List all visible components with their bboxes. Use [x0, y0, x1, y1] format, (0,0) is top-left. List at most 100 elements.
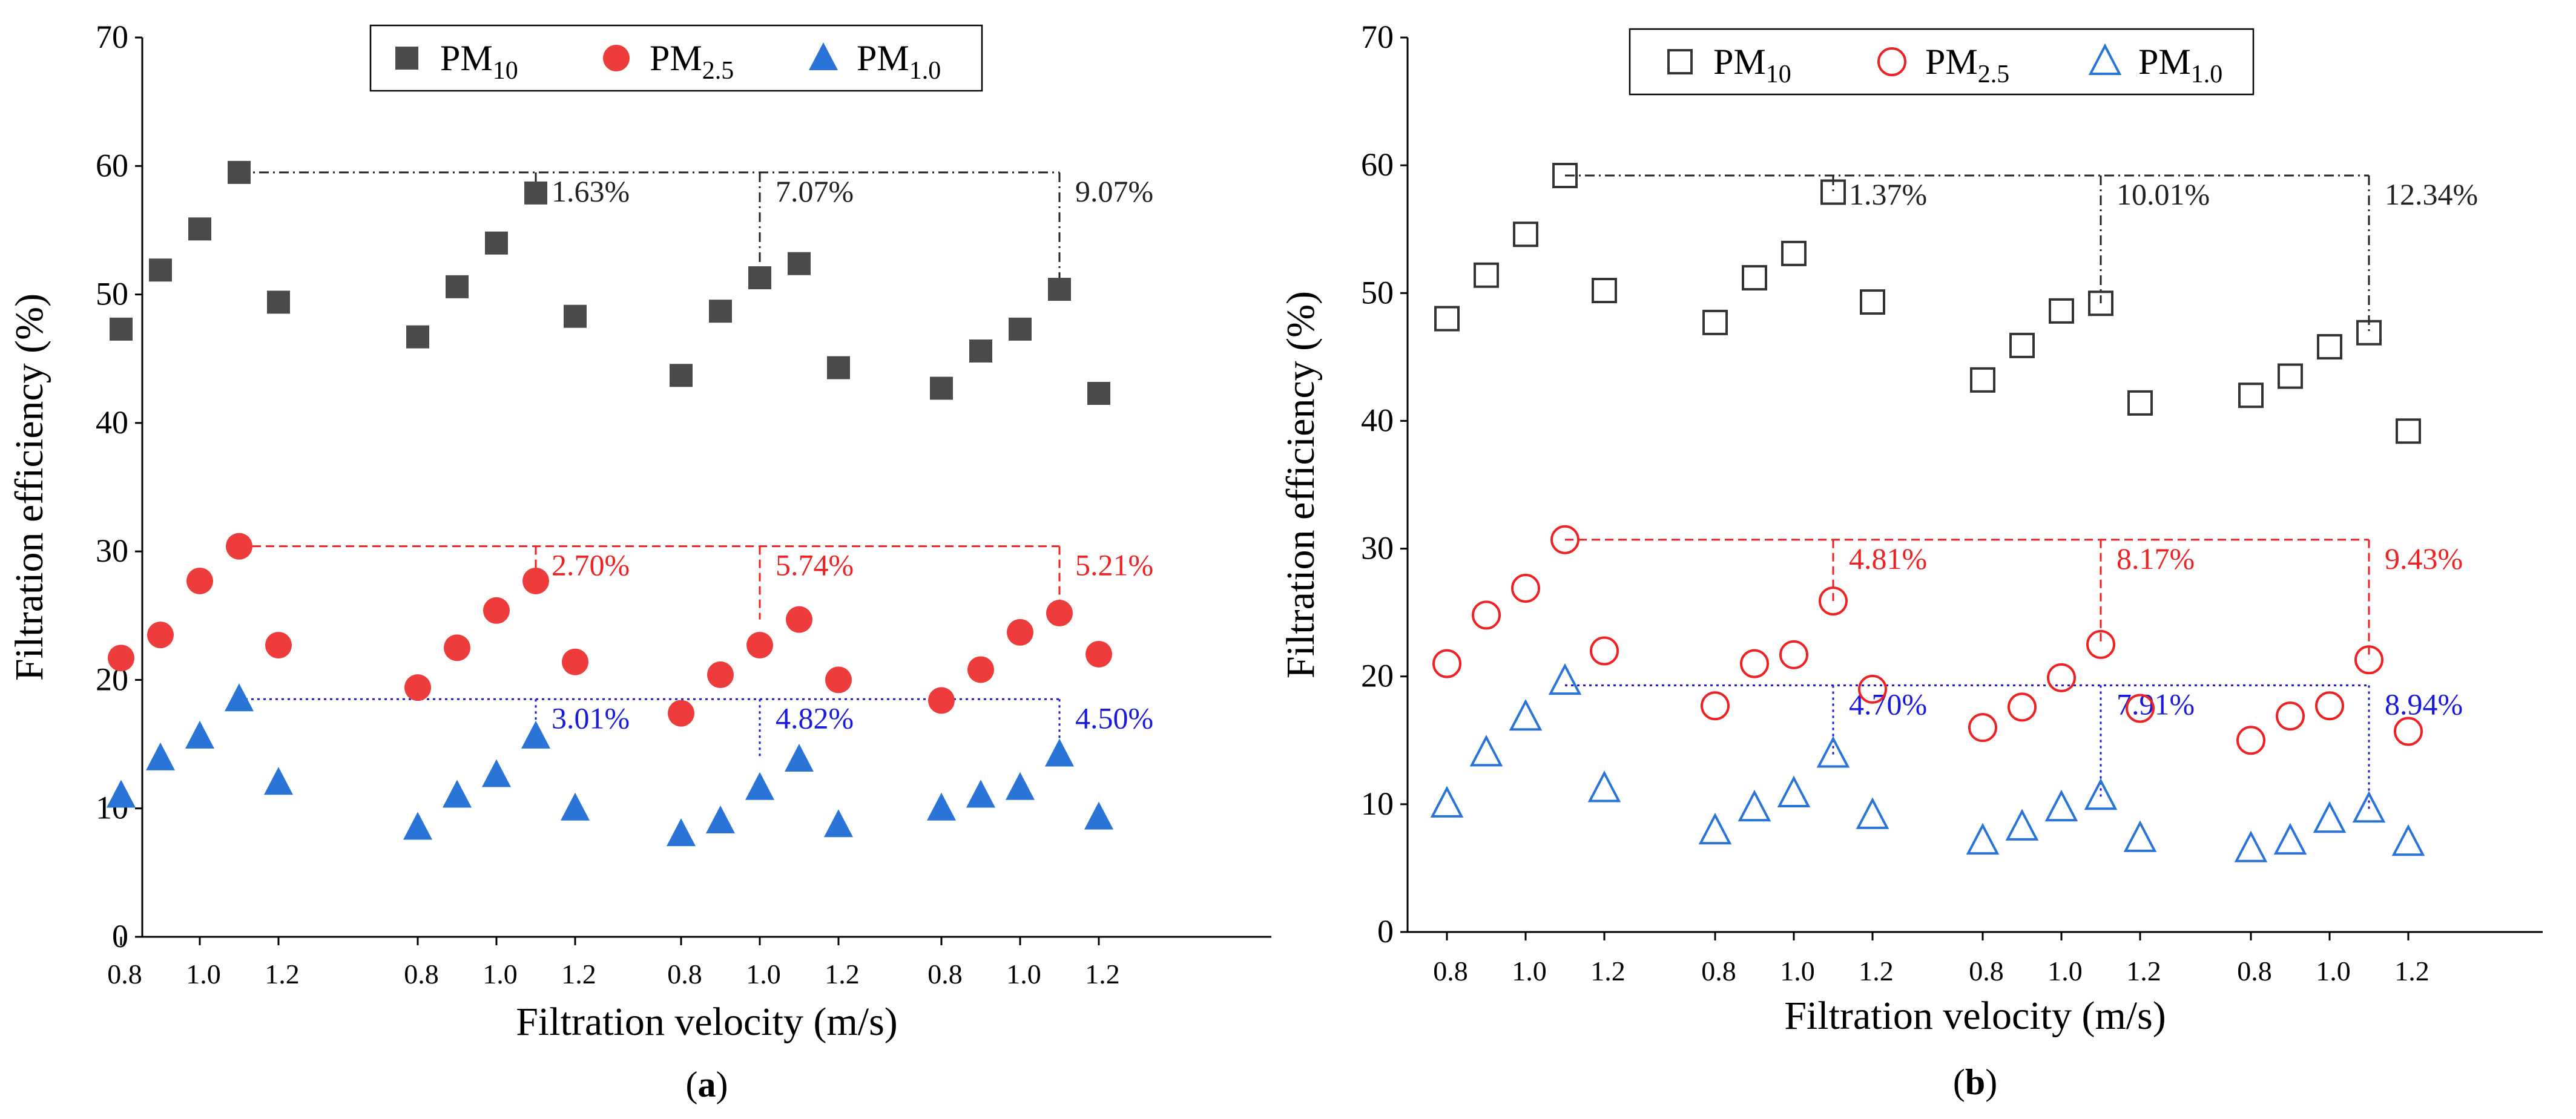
x-tick-label: 1.2	[265, 959, 300, 989]
y-axis-title: Filtration efficiency (%)	[1279, 291, 1323, 678]
legend-label: PM10	[1713, 42, 1791, 88]
data-point	[1738, 789, 1771, 822]
data-point	[668, 700, 694, 727]
legend-marker	[1667, 49, 1693, 74]
legend-label-main: PM	[440, 38, 493, 78]
y-axis-title: Filtration efficiency (%)	[7, 294, 51, 681]
data-point	[706, 805, 735, 833]
y-tick-label: 20	[1361, 658, 1394, 694]
data-point	[1045, 738, 1074, 767]
x-tick-label: 1.0	[2316, 956, 2351, 986]
data-point	[966, 779, 995, 808]
data-point	[827, 356, 850, 379]
data-point	[824, 809, 853, 838]
y-tick-label: 60	[1361, 146, 1394, 183]
data-point	[2086, 629, 2115, 659]
data-point	[786, 606, 812, 633]
y-tick-label: 40	[96, 404, 128, 441]
y-tick-label: 30	[96, 533, 128, 569]
data-point	[1820, 179, 1846, 205]
annotation-label: 2.70%	[552, 548, 630, 582]
data-point	[267, 290, 290, 314]
data-point	[2234, 830, 2268, 862]
data-point	[1970, 367, 1995, 393]
data-point	[1472, 600, 1501, 630]
data-point	[1513, 222, 1538, 248]
data-point	[745, 772, 774, 800]
data-point	[2317, 333, 2342, 359]
x-tick-label: 0.8	[1701, 956, 1736, 986]
data-point	[1592, 278, 1617, 304]
data-point	[670, 364, 693, 387]
data-point	[1816, 736, 1850, 768]
series-PM10	[1430, 663, 2425, 862]
y-tick-label: 50	[96, 276, 128, 312]
data-point	[185, 720, 214, 749]
legend-label: PM1.0	[2138, 42, 2222, 88]
x-axis-title: Filtration velocity (m/s)	[516, 1000, 898, 1044]
data-point	[1009, 317, 1032, 341]
data-point	[107, 779, 136, 808]
panel-label-open: (	[1953, 1062, 1965, 1102]
annotation-label: 7.07%	[776, 174, 854, 208]
data-point	[1777, 775, 1811, 807]
data-point	[1968, 713, 1997, 743]
series-PM10	[107, 683, 1113, 847]
x-tick-label: 1.2	[1859, 956, 1894, 986]
data-point	[2009, 332, 2035, 358]
annotation-label: 4.81%	[1849, 542, 1927, 576]
data-point	[482, 759, 511, 787]
annotation-label: 9.43%	[2385, 542, 2463, 576]
annotation-label: 4.50%	[1075, 701, 1153, 735]
x-tick-label: 1.0	[1512, 956, 1547, 986]
data-point	[928, 687, 955, 714]
data-point	[1701, 691, 1730, 721]
x-tick-label: 1.2	[1590, 956, 1626, 986]
x-tick-label: 1.0	[1780, 956, 1815, 986]
annotation-label: 1.37%	[1849, 177, 1927, 211]
data-point	[108, 645, 134, 672]
panel-label: (b)	[1953, 1062, 1997, 1102]
y-tick-label: 30	[1361, 530, 1394, 566]
legend-label: PM10	[440, 38, 518, 85]
data-point	[2273, 822, 2307, 855]
data-point	[404, 674, 431, 701]
data-point	[149, 258, 172, 282]
data-point	[1084, 801, 1113, 830]
data-point	[2127, 390, 2153, 416]
data-point	[927, 792, 956, 821]
data-point	[2049, 298, 2074, 324]
data-point	[2008, 692, 2037, 722]
data-point	[522, 567, 549, 594]
legend-label-main: PM	[650, 38, 702, 78]
legend-label-sub: 10	[1766, 61, 1791, 88]
x-tick-label: 1.2	[2126, 956, 2161, 986]
legend: PM10 PM2.5 PM1.0	[369, 24, 983, 92]
legend-label-sub: 10	[493, 57, 518, 85]
data-point	[1087, 382, 1110, 405]
data-point	[2044, 789, 2078, 822]
x-tick-label: 1.0	[746, 959, 781, 989]
data-point	[485, 231, 508, 255]
x-tick-label: 1.0	[2047, 956, 2083, 986]
data-point	[2126, 694, 2155, 723]
x-tick-label: 1.2	[1085, 959, 1120, 989]
data-point	[1509, 698, 1543, 731]
legend-box	[1629, 28, 2255, 96]
data-point	[967, 656, 994, 683]
data-point	[1740, 649, 1769, 678]
y-tick-label: 60	[96, 147, 128, 183]
data-point	[564, 304, 587, 328]
data-point	[2391, 824, 2425, 856]
data-point	[2354, 645, 2383, 675]
data-point	[1819, 586, 1848, 616]
legend-marker	[809, 42, 838, 70]
x-tick-label: 0.8	[1433, 956, 1468, 986]
annotation-label: 4.70%	[1849, 687, 1927, 721]
x-tick-label: 1.2	[2394, 956, 2429, 986]
chart-panel-b: 0 10 20 30 40 50 60 70 0.8 1.0 1.2 0.8 1.0 1.2 0.8 1.0 1…	[1279, 19, 2543, 1102]
data-point	[1779, 640, 1808, 669]
